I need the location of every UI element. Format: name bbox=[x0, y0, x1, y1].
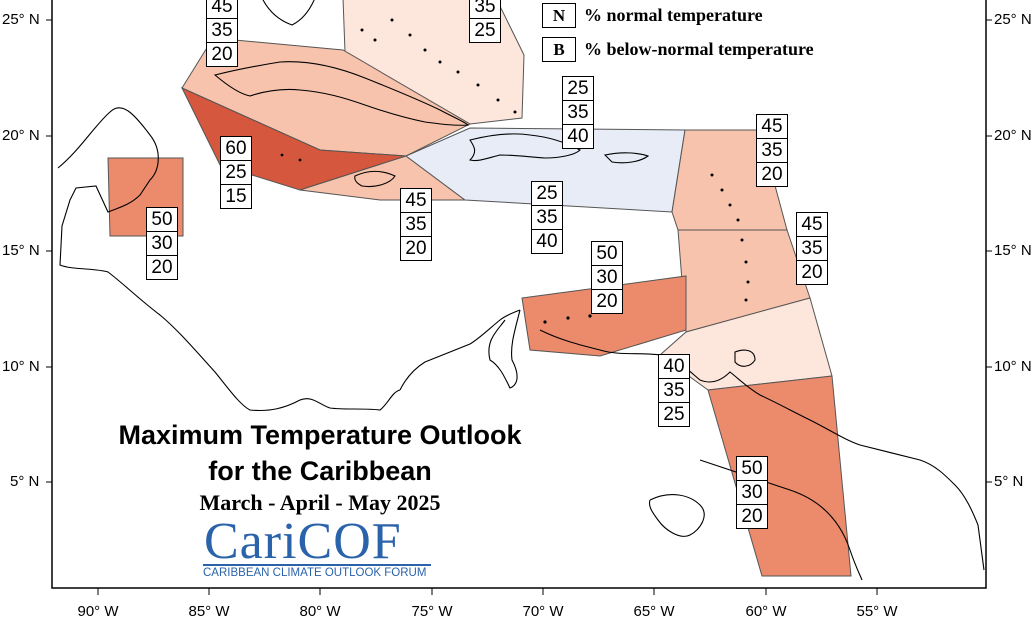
prob-normal: 35 bbox=[474, 0, 496, 17]
prob-below: 20 bbox=[401, 236, 431, 260]
lat-label-25-right: 25° N bbox=[994, 11, 1032, 28]
prob-box-windward: 45 35 20 bbox=[796, 212, 828, 285]
prob-normal: 35 bbox=[532, 205, 562, 229]
prob-above: 40 bbox=[663, 356, 685, 377]
region-abc bbox=[521, 275, 687, 357]
prob-box-cuba: 45 35 20 bbox=[206, 0, 238, 67]
prob-above: 45 bbox=[801, 214, 823, 235]
prob-above: 45 bbox=[405, 190, 427, 211]
coast-puerto-rico bbox=[603, 152, 650, 164]
lat-label-10-right: 10° N bbox=[994, 358, 1032, 375]
prob-below: 40 bbox=[532, 229, 562, 253]
lat-label-5-left: 5° N bbox=[10, 473, 40, 490]
prob-normal: 35 bbox=[401, 212, 431, 236]
prob-above: 50 bbox=[151, 209, 173, 230]
prob-box-turks-caicos: 25 35 40 bbox=[562, 76, 594, 149]
prob-box-abc: 50 30 20 bbox=[591, 241, 623, 314]
lat-label-20-right: 20° N bbox=[994, 127, 1032, 144]
prob-normal: 25 bbox=[221, 160, 251, 184]
lat-label-15-left: 15° N bbox=[2, 242, 40, 259]
lat-label-5-right: 5° N bbox=[994, 473, 1024, 490]
prob-below: 20 bbox=[592, 289, 622, 313]
prob-normal: 35 bbox=[757, 138, 787, 162]
prob-box-leeward: 45 35 20 bbox=[756, 114, 788, 187]
coast-jamaica bbox=[354, 170, 396, 188]
prob-normal: 35 bbox=[797, 236, 827, 260]
prob-below: 20 bbox=[757, 162, 787, 186]
legend-text-normal: % normal temperature bbox=[584, 5, 763, 25]
lon-label-85w: 85° W bbox=[188, 603, 230, 620]
prob-above: 25 bbox=[536, 183, 558, 204]
coast-hispaniola bbox=[468, 133, 581, 162]
prob-below: 20 bbox=[797, 260, 827, 284]
prob-above: 50 bbox=[741, 458, 763, 479]
coast-florida bbox=[262, 0, 315, 26]
prob-normal: 30 bbox=[737, 480, 767, 504]
lon-label-75w: 75° W bbox=[411, 603, 453, 620]
lon-label-90w: 90° W bbox=[77, 603, 119, 620]
prob-above: 45 bbox=[761, 116, 783, 137]
prob-below: 20 bbox=[207, 42, 237, 66]
coast-central-america bbox=[57, 107, 401, 412]
coast-trinidad bbox=[734, 349, 756, 367]
coast-south-america bbox=[488, 309, 985, 571]
prob-below: 25 bbox=[659, 402, 689, 426]
lon-label-70w: 70° W bbox=[522, 603, 564, 620]
prob-below: 20 bbox=[147, 255, 177, 279]
map-title-line2: for the Caribbean bbox=[208, 456, 432, 486]
prob-box-belize: 50 30 20 bbox=[146, 207, 178, 280]
prob-below: 15 bbox=[221, 184, 251, 208]
lon-label-60w: 60° W bbox=[745, 603, 787, 620]
prob-normal: 30 bbox=[592, 265, 622, 289]
prob-box-guianas: 50 30 20 bbox=[736, 456, 768, 529]
lat-label-25-left: 25° N bbox=[2, 11, 40, 28]
prob-above: 50 bbox=[596, 243, 618, 264]
prob-box-hispaniola: 25 35 40 bbox=[531, 181, 563, 254]
caricof-logo-subtitle: CARIBBEAN CLIMATE OUTLOOK FORUM bbox=[203, 564, 431, 579]
lon-label-65w: 65° W bbox=[633, 603, 675, 620]
prob-below: 20 bbox=[737, 504, 767, 528]
prob-box-jamaica: 45 35 20 bbox=[400, 188, 432, 261]
legend-key-normal: N bbox=[542, 3, 576, 28]
axis-ticks bbox=[46, 19, 992, 595]
prob-above: 25 bbox=[567, 78, 589, 99]
map-title-line1: Maximum Temperature Outlook bbox=[118, 420, 522, 450]
prob-normal: 35 bbox=[563, 100, 593, 124]
lat-label-10-left: 10° N bbox=[2, 358, 40, 375]
prob-box-cayman: 60 25 15 bbox=[220, 136, 252, 209]
lat-label-20-left: 20° N bbox=[2, 127, 40, 144]
lat-label-15-right: 15° N bbox=[994, 242, 1032, 259]
caricof-logo: CariCOF bbox=[204, 513, 402, 570]
lon-label-80w: 80° W bbox=[299, 603, 341, 620]
season-label: March - April - May 2025 bbox=[199, 490, 441, 515]
prob-box-trinidad: 40 35 25 bbox=[658, 354, 690, 427]
prob-normal: 30 bbox=[147, 231, 177, 255]
coast-cuba bbox=[213, 61, 470, 126]
prob-above: 60 bbox=[225, 138, 247, 159]
prob-box-bahamas: 35 25 bbox=[469, 0, 501, 43]
legend-key-below: B bbox=[542, 37, 576, 62]
small-islands bbox=[230, 18, 750, 324]
prob-normal: 35 bbox=[207, 18, 237, 42]
prob-below: 25 bbox=[470, 18, 500, 42]
prob-normal: 35 bbox=[659, 378, 689, 402]
prob-above: 45 bbox=[211, 0, 233, 17]
prob-below: 40 bbox=[563, 124, 593, 148]
legend-text-below: % below-normal temperature bbox=[584, 39, 814, 59]
lon-label-55w: 55° W bbox=[856, 603, 898, 620]
